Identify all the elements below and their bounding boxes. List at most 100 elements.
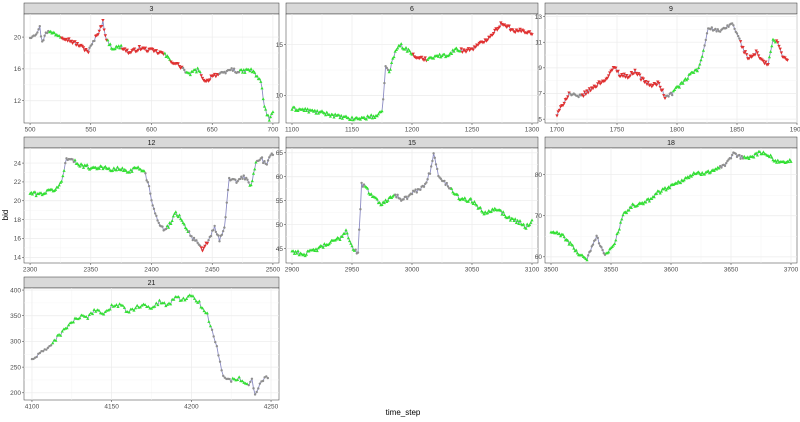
- point-neutral: [710, 26, 713, 29]
- point-neutral: [181, 66, 185, 70]
- x-tick-label: 1150: [345, 127, 359, 134]
- point-up: [313, 249, 317, 252]
- x-tick-label: 4100: [25, 404, 40, 411]
- point-up: [163, 51, 167, 55]
- point-up: [140, 303, 144, 307]
- point-up: [706, 169, 710, 173]
- point-down: [212, 72, 217, 76]
- point-up: [193, 68, 197, 71]
- point-up: [29, 190, 33, 194]
- point-neutral: [266, 376, 270, 380]
- x-tick-label: 2450: [205, 267, 220, 274]
- point-up: [754, 151, 758, 155]
- x-tick-label: 700: [267, 127, 278, 134]
- point-up: [767, 155, 771, 159]
- point-down: [753, 53, 757, 57]
- point-neutral: [591, 243, 595, 246]
- point-up: [328, 240, 332, 244]
- x-tick-label: 3700: [784, 267, 799, 274]
- point-up: [348, 239, 352, 243]
- point-up: [194, 299, 198, 303]
- point-up: [675, 181, 679, 185]
- point-neutral: [402, 198, 405, 201]
- point-neutral: [38, 24, 41, 28]
- point-up: [81, 166, 86, 169]
- point-up: [394, 48, 398, 51]
- point-up: [87, 313, 91, 317]
- point-up: [108, 307, 112, 311]
- x-tick-label: 3000: [405, 267, 420, 274]
- point-up: [663, 186, 667, 189]
- point-neutral: [236, 179, 239, 183]
- point-neutral: [395, 196, 398, 199]
- point-down: [638, 73, 642, 77]
- point-up: [655, 191, 659, 195]
- point-up: [261, 97, 265, 101]
- panel-15: 15 2900 2950 3000 3050 3100 45 50 55 60 65: [276, 136, 540, 274]
- point-neutral: [183, 68, 186, 72]
- point-neutral: [215, 345, 219, 348]
- x-tick-label: 1100: [285, 127, 299, 134]
- point-up: [511, 217, 515, 221]
- point-down: [200, 76, 205, 80]
- y-tick-label: 80: [535, 172, 543, 179]
- point-down: [154, 49, 159, 53]
- point-neutral: [422, 185, 426, 188]
- point-up: [659, 189, 663, 193]
- point-up: [106, 308, 111, 312]
- point-up: [179, 217, 183, 221]
- point-up: [153, 304, 157, 308]
- point-neutral: [362, 183, 366, 186]
- point-down: [754, 49, 758, 53]
- y-tick-label: 15: [276, 42, 284, 49]
- point-up: [61, 174, 65, 178]
- point-down: [624, 74, 629, 78]
- point-down: [586, 91, 590, 95]
- point-down: [741, 46, 745, 50]
- series-6: [290, 21, 534, 122]
- point-up: [529, 221, 533, 224]
- point-up: [162, 301, 166, 304]
- point-up: [463, 196, 467, 200]
- point-down: [594, 85, 599, 89]
- point-neutral: [428, 172, 432, 175]
- point-up: [614, 238, 618, 242]
- point-up: [571, 243, 575, 247]
- point-down: [557, 108, 562, 112]
- point-up: [129, 168, 133, 171]
- point-neutral: [156, 219, 159, 222]
- point-up: [78, 316, 82, 320]
- point-down: [488, 35, 492, 39]
- point-up: [698, 62, 702, 66]
- point-down: [756, 54, 761, 58]
- strip-label-6: 6: [410, 6, 414, 13]
- point-down: [214, 75, 218, 79]
- point-up: [350, 244, 354, 248]
- point-up: [516, 218, 520, 222]
- point-down: [562, 101, 566, 105]
- point-down: [620, 73, 624, 77]
- point-up: [635, 203, 639, 207]
- point-up: [143, 303, 147, 307]
- point-neutral: [740, 154, 743, 158]
- point-up: [712, 169, 716, 172]
- point-neutral: [147, 184, 151, 188]
- point-neutral: [734, 152, 737, 156]
- point-down: [622, 72, 626, 76]
- point-neutral: [434, 163, 438, 166]
- point-up: [231, 376, 235, 380]
- point-up: [747, 157, 751, 160]
- point-up: [617, 227, 621, 231]
- point-neutral: [445, 181, 448, 185]
- point-up: [135, 303, 139, 307]
- x-tick-label: 3550: [604, 267, 619, 274]
- point-neutral: [432, 152, 435, 155]
- point-up: [191, 69, 195, 73]
- point-down: [103, 34, 108, 38]
- point-down: [466, 47, 471, 51]
- point-up: [760, 152, 764, 156]
- point-neutral: [732, 24, 735, 27]
- grid-9: [545, 14, 798, 123]
- point-neutral: [725, 161, 728, 165]
- point-neutral: [382, 98, 385, 101]
